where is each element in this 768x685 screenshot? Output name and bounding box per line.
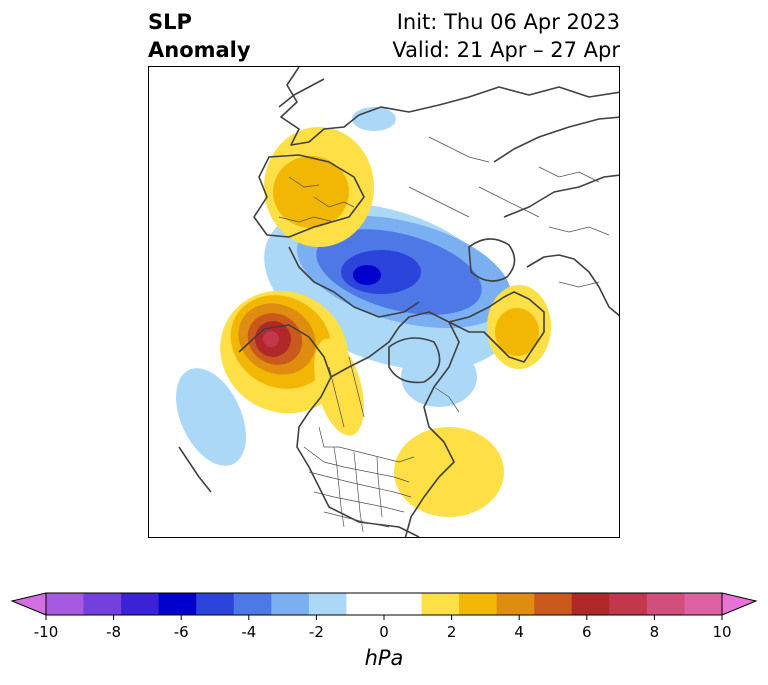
colorbar-box xyxy=(121,593,160,615)
figure-title-dates: Init: Thu 06 Apr 2023 Valid: 21 Apr – 27… xyxy=(392,8,620,64)
slp-anomaly-map xyxy=(148,66,620,538)
figure-title-variable: SLP Anomaly xyxy=(148,8,251,64)
colorbar-tick-label: -8 xyxy=(106,623,121,641)
colorbar-boxes xyxy=(46,593,723,615)
colorbar-box xyxy=(534,593,573,615)
init-date-label: Init: Thu 06 Apr 2023 xyxy=(396,10,620,34)
colorbar-tick-label: 8 xyxy=(650,623,660,641)
anomaly-blob-siberia-high-inner xyxy=(273,156,349,228)
colorbar-ticks: -10 -8 -6 -4 -2 0 2 4 6 8 10 xyxy=(34,615,732,641)
colorbar-box xyxy=(271,593,310,615)
coastlines xyxy=(178,67,619,537)
colorbar-tick-label: 10 xyxy=(712,623,731,641)
colorbar-box xyxy=(46,593,85,615)
colorbar-tick-label: 2 xyxy=(447,623,457,641)
colorbar-tick-label: 6 xyxy=(582,623,592,641)
colorbar-box xyxy=(233,593,272,615)
colorbar: -10 -8 -6 -4 -2 0 2 4 6 8 10 xyxy=(10,592,758,641)
colorbar-box xyxy=(83,593,122,615)
colorbar-units-label: hPa xyxy=(364,646,404,670)
colorbar-box xyxy=(308,593,347,615)
colorbar-right-extend-arrow xyxy=(721,592,758,616)
anomaly-blob-polar-low-3 xyxy=(341,250,421,294)
political-borders xyxy=(278,136,610,533)
colorbar-box xyxy=(571,593,610,615)
colorbar-box xyxy=(421,593,460,615)
anomaly-blob-north-atlantic-low xyxy=(401,347,477,407)
anomaly-blob-southeast-us-high xyxy=(394,427,504,517)
colorbar-left-extend-arrow xyxy=(10,592,47,616)
colorbar-box xyxy=(346,593,385,615)
colorbar-box xyxy=(646,593,685,615)
colorbar-tick-label: -4 xyxy=(241,623,256,641)
anomaly-blob-arctic-small xyxy=(352,107,396,131)
colorbar-box xyxy=(158,593,197,615)
valid-date-label: Valid: 21 Apr – 27 Apr xyxy=(392,38,620,62)
title-variable-line1: SLP xyxy=(148,10,192,34)
colorbar-tick-label: 4 xyxy=(514,623,524,641)
anomaly-blob-polar-low-4 xyxy=(353,265,381,285)
colorbar-tick-label: -10 xyxy=(34,623,59,641)
colorbar-box xyxy=(609,593,648,615)
anomaly-blob-north-atlantic-high-inner xyxy=(495,308,539,356)
colorbar-box xyxy=(684,593,723,615)
map-canvas xyxy=(176,67,619,537)
title-variable-line2: Anomaly xyxy=(148,38,251,62)
colorbar-box xyxy=(384,593,423,615)
anomaly-blob-west-pacific-low xyxy=(176,368,246,466)
colorbar-tick-label: -6 xyxy=(174,623,189,641)
colorbar-box xyxy=(496,593,535,615)
colorbar-tick-label: 0 xyxy=(379,623,389,641)
anomaly-blob-gulf-alaska-high-6 xyxy=(263,331,279,347)
colorbar-box xyxy=(196,593,235,615)
colorbar-box xyxy=(459,593,498,615)
colorbar-tick-label: -2 xyxy=(309,623,324,641)
